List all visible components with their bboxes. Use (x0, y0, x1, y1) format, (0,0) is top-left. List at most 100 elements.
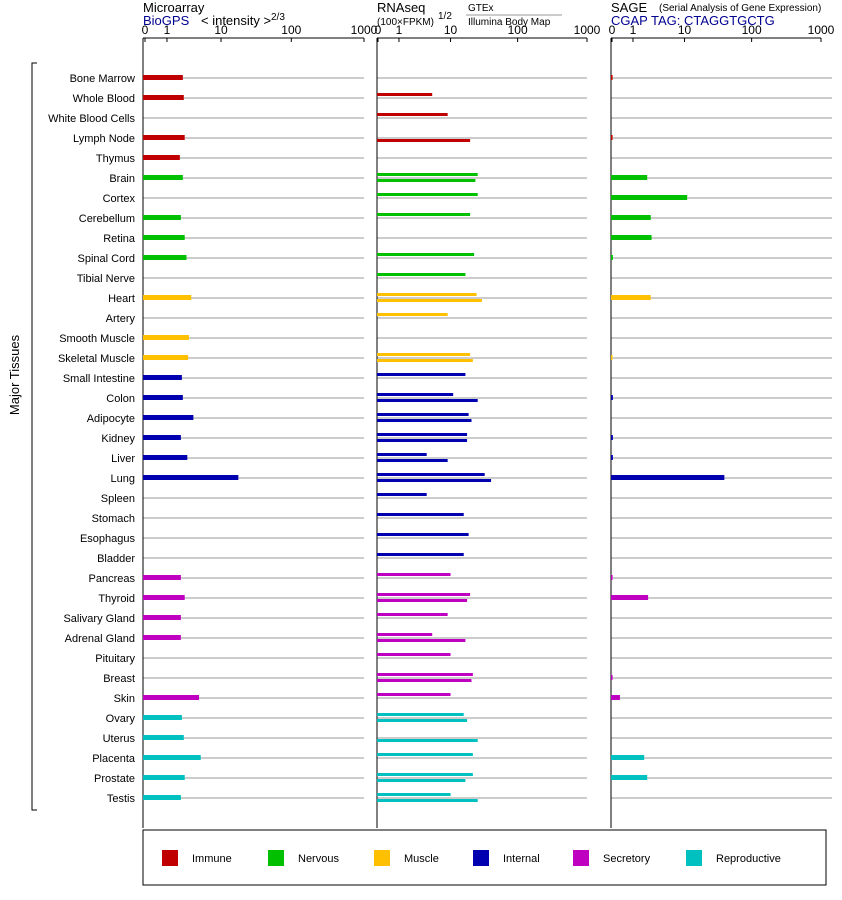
panel-subtitle-note: (Serial Analysis of Gene Expression) (659, 3, 821, 14)
tissue-label: Skeletal Muscle (58, 353, 135, 365)
sage-bar (611, 215, 651, 220)
tissue-label: Pancreas (89, 573, 136, 585)
sage-bar (611, 395, 613, 400)
rnaseq-illumina-bar (377, 639, 466, 642)
tissue-label: Artery (106, 313, 136, 325)
legend-swatch (268, 850, 284, 866)
panel-unit-sup: 1/2 (438, 11, 452, 22)
y-axis-label: Major Tissues (7, 334, 22, 415)
rnaseq-gtex-bar (377, 353, 471, 356)
tissue-label: Smooth Muscle (59, 333, 135, 345)
panel-subtitle-fpkm: (100×FPKM) (377, 17, 434, 28)
rnaseq-illumina-bar (377, 439, 468, 442)
tissue-label: Bladder (97, 553, 135, 565)
rnaseq-gtex-bar (377, 93, 433, 96)
legend-label: Internal (503, 853, 540, 865)
legend-label: Reproductive (716, 853, 781, 865)
x-tick-label: 1 (396, 23, 403, 37)
tissue-label: Salivary Gland (63, 613, 135, 625)
rnaseq-gtex-bar (377, 253, 475, 256)
rnaseq-illumina-bar (377, 599, 468, 602)
legend-label: Immune (192, 853, 232, 865)
tissue-label: Pituitary (95, 653, 135, 665)
rnaseq-gtex-bar (377, 513, 464, 516)
microarray-bar (143, 415, 194, 420)
microarray-bar (143, 75, 183, 80)
sage-bar (611, 595, 649, 600)
microarray-bar (143, 135, 185, 140)
sage-bar (611, 775, 648, 780)
microarray-bar (143, 235, 185, 240)
rnaseq-gtex-bar (377, 293, 477, 296)
rnaseq-gtex-bar (377, 553, 464, 556)
rnaseq-illumina-bar (377, 679, 472, 682)
microarray-bar (143, 795, 181, 800)
tissue-label: Liver (111, 453, 135, 465)
microarray-bar (143, 215, 181, 220)
x-tick-label: 0 (609, 23, 616, 37)
x-tick-label: 1000 (808, 23, 835, 37)
rnaseq-gtex-bar (377, 373, 466, 376)
microarray-bar (143, 595, 185, 600)
tissue-label: Retina (103, 233, 136, 245)
tissue-label: Breast (103, 673, 135, 685)
rnaseq-gtex-bar (377, 593, 471, 596)
sage-bar (611, 755, 645, 760)
sage-bar (611, 675, 613, 680)
tissue-label: Brain (109, 173, 135, 185)
legend-swatch (374, 850, 390, 866)
tissue-label: Small Intestine (63, 373, 135, 385)
x-tick-label: 100 (742, 23, 762, 37)
microarray-bar (143, 375, 182, 380)
microarray-bar (143, 395, 183, 400)
tissue-label: Cerebellum (79, 213, 135, 225)
tissue-label: Bone Marrow (70, 73, 135, 85)
rnaseq-illumina-bar (377, 419, 472, 422)
microarray-bar (143, 295, 192, 300)
microarray-bar (143, 475, 239, 480)
rnaseq-gtex-bar (377, 193, 478, 196)
sage-bar (611, 475, 725, 480)
rnaseq-gtex-bar (377, 693, 451, 696)
legend-swatch (686, 850, 702, 866)
microarray-bar (143, 155, 180, 160)
tissue-label: Skin (114, 693, 135, 705)
tissue-label: Kidney (101, 433, 135, 445)
panel-subtitle-biogps: BioGPS (143, 13, 190, 28)
tissue-label: Cortex (103, 193, 136, 205)
tissue-label: Heart (108, 293, 135, 305)
sage-bar (611, 255, 613, 260)
rnaseq-gtex-bar (377, 413, 469, 416)
rnaseq-illumina-bar (377, 459, 448, 462)
microarray-bar (143, 175, 183, 180)
x-tick-label: 0 (142, 23, 149, 37)
tissue-label: Colon (106, 393, 135, 405)
x-tick-label: 1 (630, 23, 637, 37)
x-tick-label: 0 (375, 23, 382, 37)
legend-swatch (573, 850, 589, 866)
microarray-bar (143, 355, 189, 360)
rnaseq-gtex-bar (377, 453, 427, 456)
microarray-bar (143, 455, 188, 460)
microarray-bar (143, 575, 181, 580)
microarray-bar (143, 95, 184, 100)
sage-bar (611, 355, 613, 360)
rnaseq-gtex-bar (377, 653, 451, 656)
rnaseq-gtex-bar (377, 573, 451, 576)
x-tick-label: 1 (164, 23, 171, 37)
microarray-bar (143, 435, 181, 440)
rnaseq-gtex-bar (377, 793, 451, 796)
microarray-bar (143, 635, 181, 640)
rnaseq-gtex-bar (377, 213, 471, 216)
rnaseq-gtex-bar (377, 273, 466, 276)
panel-source-gtex: GTEx (468, 3, 494, 14)
rnaseq-gtex-bar (377, 673, 473, 676)
rnaseq-gtex-bar (377, 493, 427, 496)
tissue-label: Spleen (101, 493, 135, 505)
rnaseq-gtex-bar (377, 113, 448, 116)
tissue-label: Esophagus (80, 533, 136, 545)
x-tick-label: 1000 (351, 23, 378, 37)
sage-bar (611, 575, 613, 580)
tissue-label: Tibial Nerve (77, 273, 135, 285)
